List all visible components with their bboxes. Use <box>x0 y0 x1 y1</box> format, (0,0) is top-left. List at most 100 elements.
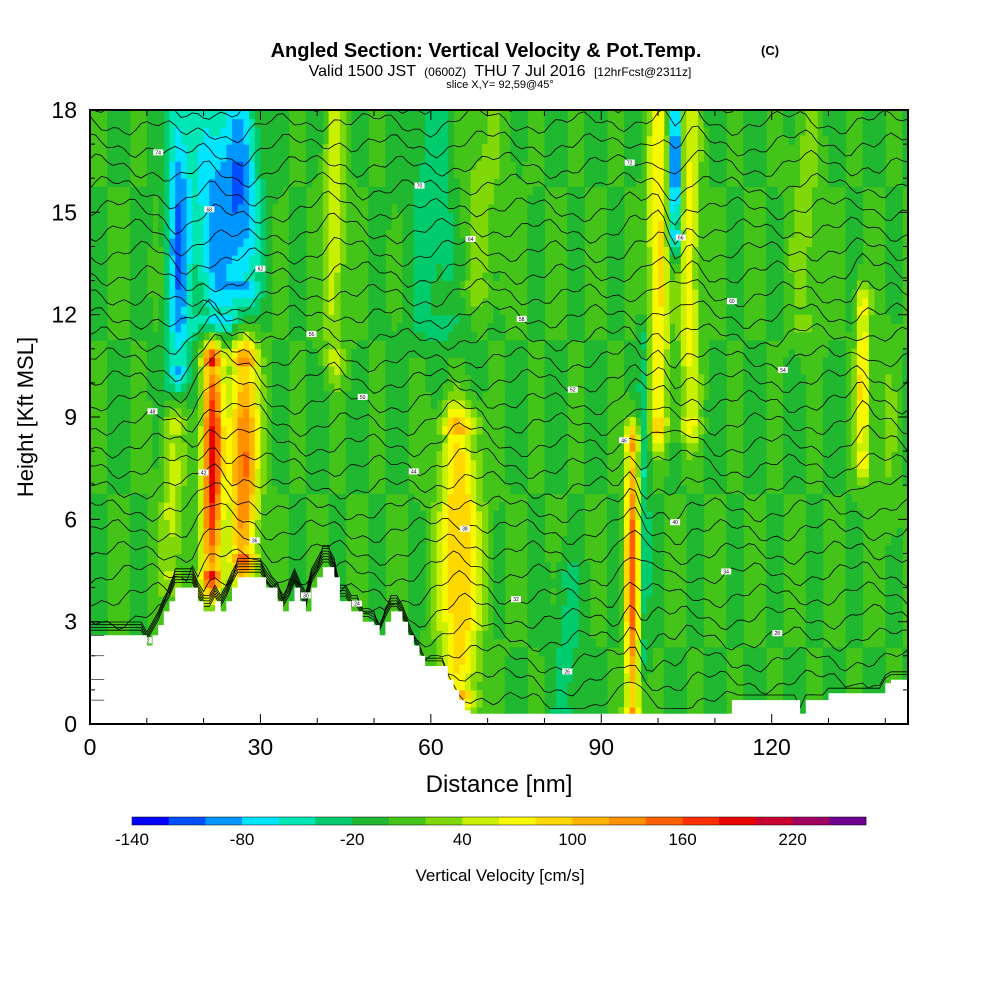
velocity-cell <box>567 519 574 529</box>
velocity-cell <box>328 527 335 537</box>
velocity-cell <box>209 527 216 537</box>
velocity-cell <box>408 246 415 256</box>
velocity-cell <box>305 365 313 375</box>
velocity-cell <box>328 289 335 299</box>
velocity-cell <box>118 144 125 154</box>
velocity-cell <box>589 382 597 393</box>
velocity-cell <box>663 331 671 341</box>
velocity-cell <box>283 357 290 367</box>
velocity-cell <box>567 254 574 265</box>
velocity-cell <box>476 263 483 273</box>
velocity-cell <box>493 613 500 623</box>
velocity-cell <box>90 195 97 205</box>
velocity-cell <box>311 348 318 358</box>
velocity-cell <box>589 178 597 188</box>
velocity-cell <box>288 314 296 324</box>
velocity-cell <box>726 613 733 623</box>
velocity-cell <box>652 178 659 188</box>
velocity-cell <box>197 519 205 529</box>
velocity-cell <box>533 272 540 282</box>
velocity-cell <box>226 476 233 486</box>
velocity-cell <box>271 459 279 469</box>
velocity-cell <box>232 263 239 273</box>
velocity-cell <box>464 485 472 495</box>
velocity-cell <box>635 553 642 563</box>
velocity-cell <box>623 621 631 631</box>
velocity-cell <box>95 502 102 512</box>
velocity-cell <box>197 263 205 273</box>
velocity-cell <box>521 459 528 469</box>
velocity-cell <box>555 638 563 648</box>
velocity-cell <box>476 510 483 520</box>
velocity-cell <box>158 110 165 120</box>
velocity-cell <box>476 374 483 384</box>
velocity-cell <box>692 638 699 648</box>
velocity-cell <box>538 510 546 520</box>
velocity-cell <box>237 519 244 529</box>
velocity-cell <box>90 272 97 282</box>
velocity-cell <box>220 391 227 401</box>
velocity-cell <box>237 220 244 230</box>
velocity-cell <box>692 323 699 333</box>
velocity-cell <box>442 476 449 486</box>
velocity-cell <box>339 127 347 137</box>
velocity-cell <box>601 672 608 682</box>
velocity-cell <box>271 399 279 410</box>
velocity-cell <box>646 399 653 410</box>
velocity-cell <box>470 357 477 367</box>
velocity-cell <box>288 596 296 606</box>
velocity-cell <box>589 476 597 486</box>
velocity-cell <box>118 485 125 495</box>
velocity-cell <box>334 110 341 120</box>
velocity-cell <box>675 459 682 469</box>
velocity-cell <box>499 314 506 324</box>
velocity-cell <box>493 579 500 589</box>
velocity-cell <box>129 587 137 597</box>
velocity-cell <box>635 647 642 657</box>
velocity-cell <box>385 118 392 128</box>
velocity-cell <box>254 297 262 307</box>
velocity-cell <box>362 399 369 410</box>
velocity-cell <box>578 655 585 665</box>
velocity-cell <box>197 425 205 435</box>
velocity-cell <box>328 178 335 188</box>
velocity-cell <box>169 425 176 435</box>
velocity-cell <box>226 374 233 384</box>
velocity-cell <box>669 195 676 205</box>
velocity-cell <box>129 553 137 563</box>
velocity-cell <box>641 519 648 529</box>
velocity-cell <box>442 399 449 410</box>
velocity-cell <box>618 203 625 213</box>
velocity-cell <box>567 544 574 555</box>
velocity-cell <box>186 169 193 179</box>
velocity-cell <box>368 229 375 239</box>
velocity-cell <box>578 263 585 273</box>
velocity-cell <box>413 570 421 580</box>
velocity-cell <box>481 604 489 614</box>
velocity-cell <box>464 544 472 555</box>
velocity-cell <box>419 229 426 239</box>
velocity-cell <box>283 161 290 171</box>
velocity-cell <box>203 289 210 299</box>
velocity-cell <box>635 502 642 512</box>
velocity-cell <box>107 144 114 154</box>
velocity-cell <box>226 152 233 162</box>
velocity-cell <box>652 570 659 580</box>
velocity-cell <box>203 391 210 401</box>
velocity-cell <box>658 442 665 452</box>
velocity-cell <box>192 186 199 196</box>
velocity-cell <box>214 280 222 290</box>
velocity-cell <box>675 186 682 196</box>
velocity-cell <box>413 220 421 230</box>
velocity-cell <box>192 237 199 248</box>
velocity-cell <box>90 630 97 640</box>
velocity-cell <box>175 570 182 580</box>
velocity-cell <box>692 630 699 640</box>
velocity-cell <box>209 579 216 589</box>
velocity-cell <box>169 434 176 444</box>
velocity-cell <box>584 655 591 665</box>
velocity-cell <box>180 272 188 282</box>
velocity-cell <box>90 510 97 520</box>
velocity-cell <box>203 314 210 324</box>
velocity-cell <box>516 647 523 657</box>
